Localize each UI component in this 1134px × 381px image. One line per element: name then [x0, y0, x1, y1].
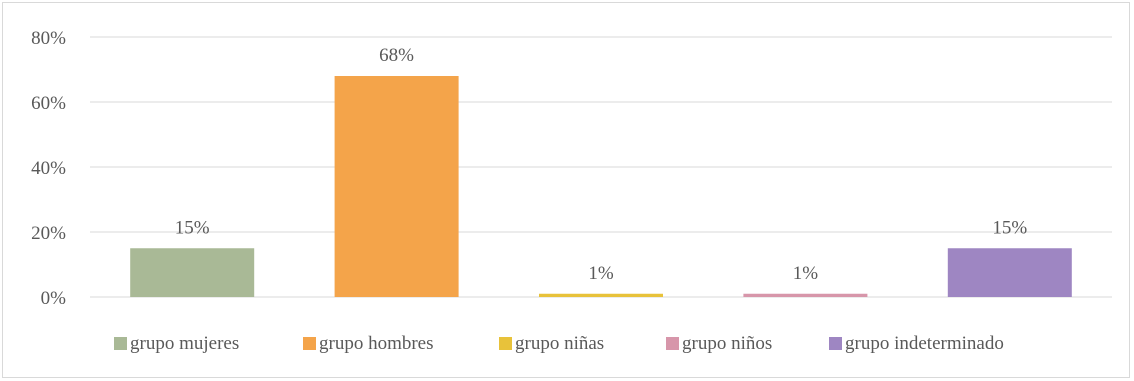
data-labels: 15% 68% 1% 1% 15%: [175, 45, 1028, 284]
y-tick-label: 80%: [31, 28, 66, 49]
legend-entry: grupo hombres: [319, 333, 434, 354]
legend-entry: grupo niños: [682, 333, 772, 354]
data-label: 68%: [379, 45, 414, 66]
data-label: 15%: [175, 217, 210, 238]
y-tick-label: 20%: [31, 223, 66, 244]
legend-swatch: [829, 337, 842, 350]
legend-entry: grupo mujeres: [130, 333, 239, 354]
legend-swatch: [114, 337, 127, 350]
bar: [539, 293, 663, 297]
gridlines: [90, 36, 1112, 298]
legend-entry: grupo indeterminado: [845, 333, 1004, 354]
data-label: 1%: [588, 263, 614, 284]
legend-swatch: [499, 337, 512, 350]
bars: [130, 76, 1072, 297]
legend-swatch: [303, 337, 316, 350]
bar: [947, 248, 1072, 297]
legend: grupo mujeres grupo hombres grupo niñas gru…: [114, 333, 1004, 354]
y-tick-label: 40%: [31, 158, 66, 179]
bar: [334, 76, 459, 297]
y-axis-tick-labels: 0% 20% 40% 60% 80%: [31, 28, 66, 309]
bar: [130, 248, 255, 297]
bar: [743, 293, 868, 297]
legend-swatch: [666, 337, 679, 350]
y-tick-label: 60%: [31, 93, 66, 114]
legend-entry: grupo niñas: [515, 333, 604, 354]
data-label: 1%: [793, 263, 819, 284]
y-tick-label: 0%: [41, 288, 67, 309]
data-label: 15%: [992, 217, 1027, 238]
